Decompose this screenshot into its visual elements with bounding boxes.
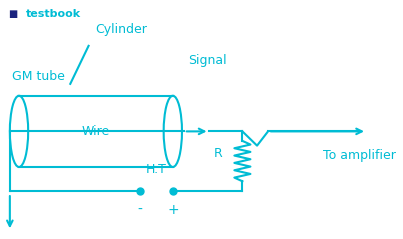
Text: +: + [167,203,179,217]
Text: H.T: H.T [146,163,167,176]
Text: To amplifier: To amplifier [323,149,396,162]
Text: Signal: Signal [188,54,227,67]
Text: Wire: Wire [82,125,110,138]
Text: R: R [214,147,222,160]
Text: testbook: testbook [26,9,81,19]
Text: GM tube: GM tube [12,70,64,83]
Text: Cylinder: Cylinder [96,23,147,36]
Text: ■: ■ [8,9,17,19]
Text: -: - [137,203,142,217]
